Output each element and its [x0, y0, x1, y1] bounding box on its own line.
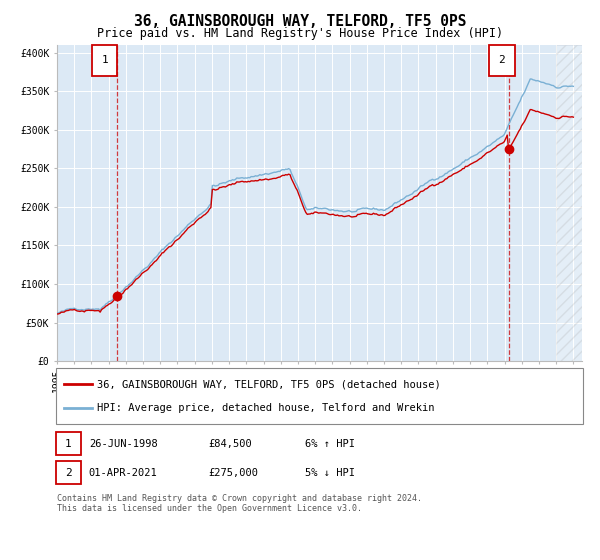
Text: 1: 1	[65, 438, 72, 449]
Text: Contains HM Land Registry data © Crown copyright and database right 2024.
This d: Contains HM Land Registry data © Crown c…	[57, 494, 422, 514]
Text: 2: 2	[499, 55, 505, 65]
Text: £275,000: £275,000	[209, 468, 259, 478]
Text: 2: 2	[65, 468, 72, 478]
Text: 26-JUN-1998: 26-JUN-1998	[89, 438, 158, 449]
Text: 1: 1	[101, 55, 108, 65]
Text: 01-APR-2021: 01-APR-2021	[89, 468, 158, 478]
Text: £84,500: £84,500	[209, 438, 253, 449]
Text: 5% ↓ HPI: 5% ↓ HPI	[305, 468, 355, 478]
Text: Price paid vs. HM Land Registry's House Price Index (HPI): Price paid vs. HM Land Registry's House …	[97, 27, 503, 40]
Text: 6% ↑ HPI: 6% ↑ HPI	[305, 438, 355, 449]
Text: HPI: Average price, detached house, Telford and Wrekin: HPI: Average price, detached house, Telf…	[97, 403, 434, 413]
Text: 36, GAINSBOROUGH WAY, TELFORD, TF5 0PS: 36, GAINSBOROUGH WAY, TELFORD, TF5 0PS	[134, 14, 466, 29]
Bar	[556, 45, 582, 361]
Text: 36, GAINSBOROUGH WAY, TELFORD, TF5 0PS (detached house): 36, GAINSBOROUGH WAY, TELFORD, TF5 0PS (…	[97, 380, 440, 390]
